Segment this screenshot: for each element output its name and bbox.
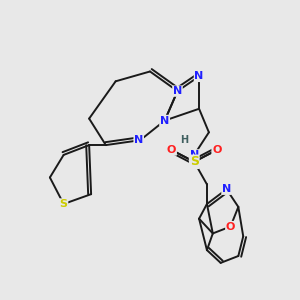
Text: N: N	[160, 116, 169, 126]
Text: N: N	[160, 116, 169, 126]
Text: O: O	[167, 145, 176, 155]
Text: O: O	[212, 145, 221, 155]
Text: S: S	[190, 155, 199, 168]
Text: N: N	[134, 135, 143, 145]
Text: N: N	[194, 71, 204, 81]
Text: N: N	[222, 184, 231, 194]
Text: N: N	[173, 86, 182, 96]
Text: O: O	[226, 222, 235, 232]
Text: S: S	[60, 199, 68, 209]
Text: N: N	[190, 150, 199, 160]
Text: H: H	[180, 135, 188, 145]
